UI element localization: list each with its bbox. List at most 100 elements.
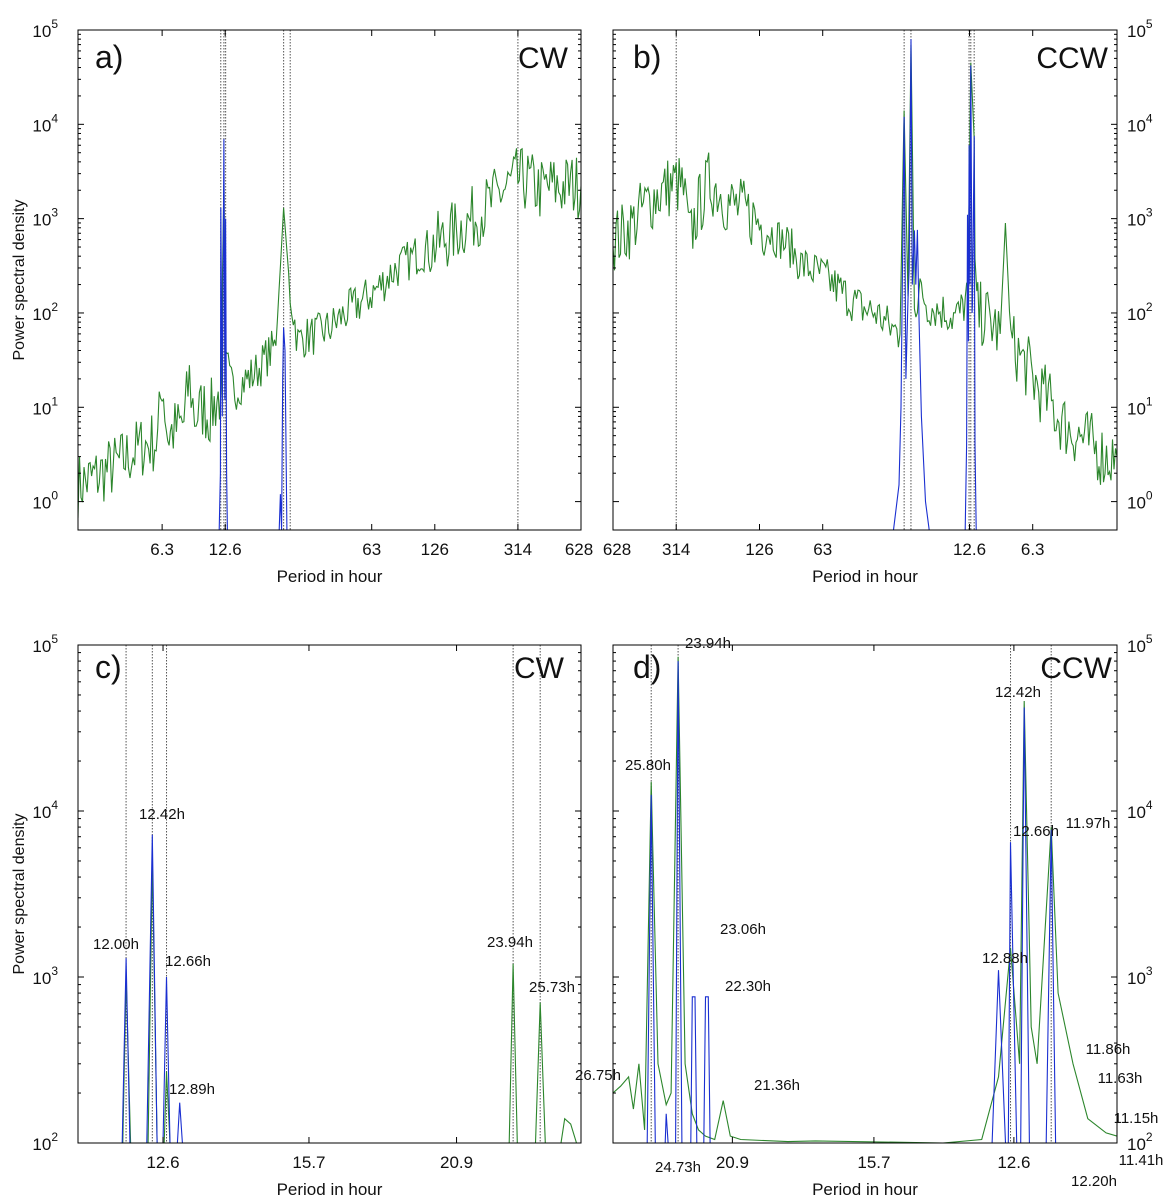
peak-label: 25.73h xyxy=(529,979,575,996)
y-tick-label: 100 xyxy=(32,489,58,513)
y-tick-base: 10 xyxy=(32,637,51,656)
x-tick-label: 628 xyxy=(565,540,593,559)
peak-label: 12.89h xyxy=(169,1081,215,1098)
y-tick-base: 10 xyxy=(32,399,51,418)
x-axis-label: Period in hour xyxy=(812,1180,918,1199)
panel-letter: d) xyxy=(633,649,661,685)
y-tick-label: 102 xyxy=(1127,1130,1153,1154)
y-tick-exponent: 5 xyxy=(51,632,58,646)
y-tick-base: 10 xyxy=(32,305,51,324)
y-tick-base: 10 xyxy=(1127,305,1146,324)
y-tick-label: 105 xyxy=(32,632,58,656)
x-tick-label: 628 xyxy=(603,540,631,559)
y-tick-label: 103 xyxy=(32,206,58,230)
x-tick-label: 15.7 xyxy=(857,1153,890,1172)
y-tick-exponent: 3 xyxy=(51,206,58,220)
y-tick-label: 105 xyxy=(1127,632,1153,656)
x-tick-label: 126 xyxy=(745,540,773,559)
y-tick-exponent: 3 xyxy=(51,964,58,978)
y-tick-exponent: 2 xyxy=(51,1130,58,1144)
y-tick-label: 105 xyxy=(32,17,58,41)
series-line-green xyxy=(613,656,1117,1143)
y-tick-exponent: 1 xyxy=(1146,394,1153,408)
y-tick-exponent: 5 xyxy=(51,17,58,31)
y-tick-label: 101 xyxy=(1127,394,1153,418)
y-tick-exponent: 4 xyxy=(51,798,58,812)
y-tick-label: 104 xyxy=(1127,798,1153,822)
panel-direction-label: CCW xyxy=(1040,652,1112,685)
y-tick-exponent: 5 xyxy=(1146,17,1153,31)
y-tick-exponent: 2 xyxy=(51,300,58,314)
x-tick-label: 63 xyxy=(813,540,832,559)
y-tick-exponent: 5 xyxy=(1146,632,1153,646)
y-tick-exponent: 0 xyxy=(1146,489,1153,503)
panel-letter: b) xyxy=(633,39,661,75)
y-tick-label: 102 xyxy=(1127,300,1153,324)
plot-frame xyxy=(77,644,582,1144)
y-axis-label: Power spectral density xyxy=(11,200,28,361)
x-tick-label: 314 xyxy=(662,540,690,559)
x-tick-label: 15.7 xyxy=(292,1153,325,1172)
y-tick-base: 10 xyxy=(32,22,51,41)
panel-direction-label: CW xyxy=(514,652,565,685)
y-tick-label: 104 xyxy=(1127,111,1153,135)
y-tick-label: 101 xyxy=(32,394,58,418)
series-line-green xyxy=(122,860,578,1143)
panel-direction-label: CW xyxy=(518,42,569,75)
y-tick-base: 10 xyxy=(32,969,51,988)
plot-frame xyxy=(612,29,1118,531)
peak-label: 21.36h xyxy=(754,1077,800,1094)
series-line-green xyxy=(78,147,581,519)
y-tick-base: 10 xyxy=(1127,22,1146,41)
peak-label: 22.30h xyxy=(725,978,771,995)
peak-label: 25.80h xyxy=(625,757,671,774)
peak-label: 23.94h xyxy=(487,934,533,951)
y-tick-base: 10 xyxy=(1127,494,1146,513)
x-tick-label: 12.6 xyxy=(209,540,242,559)
y-tick-exponent: 0 xyxy=(51,489,58,503)
y-tick-base: 10 xyxy=(32,211,51,230)
y-tick-exponent: 4 xyxy=(51,111,58,125)
x-tick-label: 12.6 xyxy=(953,540,986,559)
y-tick-base: 10 xyxy=(32,494,51,513)
series-line-green xyxy=(613,44,1117,485)
series-line-blue xyxy=(121,834,183,1143)
y-tick-label: 104 xyxy=(32,798,58,822)
y-tick-exponent: 4 xyxy=(1146,798,1153,812)
peak-label: 12.42h xyxy=(995,684,1041,701)
peak-label: 12.20h xyxy=(1071,1173,1117,1190)
y-tick-label: 102 xyxy=(32,300,58,324)
x-tick-label: 314 xyxy=(504,540,532,559)
y-tick-label: 102 xyxy=(32,1130,58,1154)
y-tick-exponent: 2 xyxy=(1146,300,1153,314)
y-tick-exponent: 1 xyxy=(51,394,58,408)
x-tick-label: 6.3 xyxy=(150,540,174,559)
y-axis-label: Power spectral density xyxy=(11,814,28,975)
peak-label: 11.86h xyxy=(1086,1041,1131,1058)
y-tick-base: 10 xyxy=(32,116,51,135)
y-tick-exponent: 4 xyxy=(1146,111,1153,125)
series-line-blue xyxy=(646,661,1057,1143)
peak-label: 26.75h xyxy=(575,1067,621,1084)
peak-label: 23.06h xyxy=(720,921,766,938)
y-tick-label: 103 xyxy=(1127,964,1153,988)
x-axis-label: Period in hour xyxy=(277,567,383,586)
x-tick-label: 12.6 xyxy=(146,1153,179,1172)
series-line-blue xyxy=(218,138,288,530)
peak-label: 12.66h xyxy=(1013,823,1059,840)
y-tick-label: 104 xyxy=(32,111,58,135)
y-tick-exponent: 3 xyxy=(1146,964,1153,978)
x-tick-label: 63 xyxy=(362,540,381,559)
y-tick-base: 10 xyxy=(32,803,51,822)
y-tick-base: 10 xyxy=(32,1135,51,1154)
x-tick-label: 20.9 xyxy=(440,1153,473,1172)
y-tick-label: 105 xyxy=(1127,17,1153,41)
y-tick-base: 10 xyxy=(1127,1135,1146,1154)
peak-label: 12.42h xyxy=(139,806,185,823)
peak-label: 11.41h xyxy=(1119,1152,1164,1169)
peak-label: 12.66h xyxy=(165,953,211,970)
